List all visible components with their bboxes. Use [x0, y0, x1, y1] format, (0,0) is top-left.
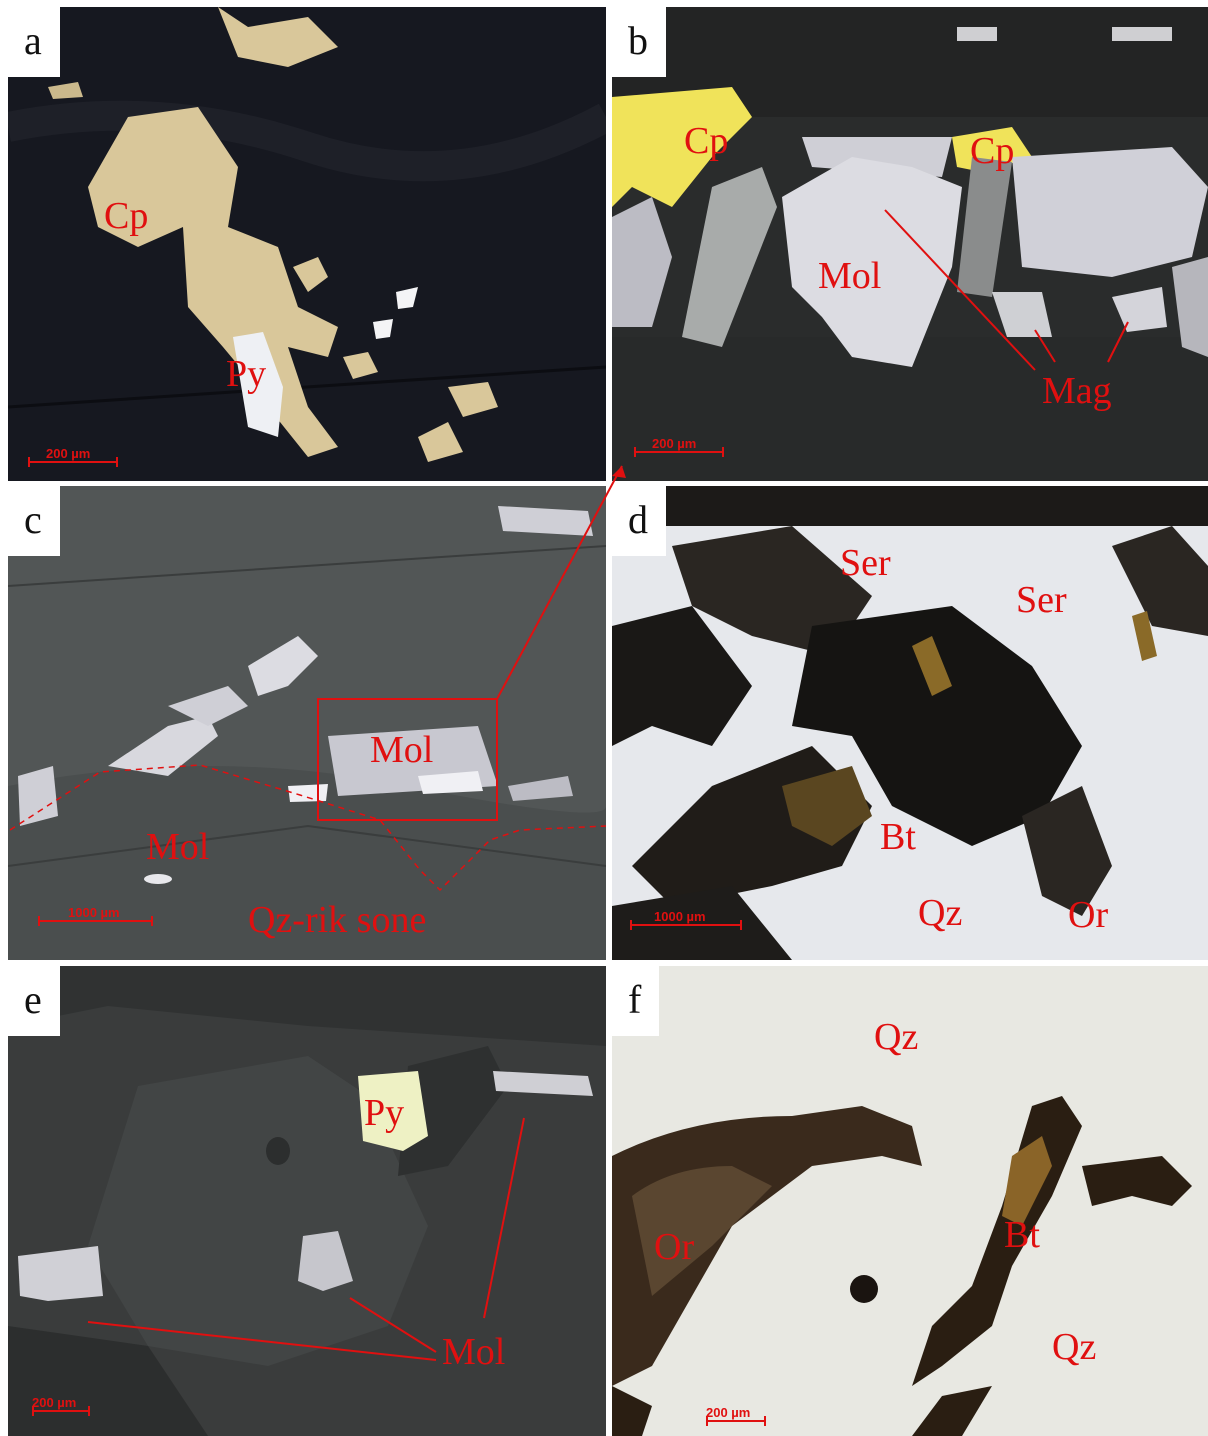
label-bt: Bt [1004, 1214, 1040, 1256]
label-qz-1: Qz [874, 1016, 919, 1058]
label-or: Or [1068, 894, 1109, 936]
label-py: Py [226, 353, 267, 395]
label-cp-2: Cp [970, 130, 1015, 172]
panel-f: f Qz Or Bt Qz 200 µm [612, 966, 1208, 1436]
scale-label: 200 µm [706, 1405, 751, 1420]
label-ser-2: Ser [1016, 579, 1067, 621]
label-cp: Cp [104, 195, 149, 237]
label-mol-1: Mol [370, 729, 434, 771]
panel-d: d Ser Ser Bt Qz Or 1000 µm [612, 486, 1208, 960]
panel-b: b Cp Cp Mol Mag 200 µm [612, 7, 1208, 481]
panel-b-micrograph [612, 7, 1208, 481]
panel-d-letter: d [612, 486, 666, 556]
panel-e-scale-bar: 200 µm [32, 1396, 90, 1416]
panel-e: e Py Mol 200 µm [8, 966, 606, 1436]
label-py: Py [364, 1092, 405, 1134]
label-qz-2: Qz [1052, 1326, 1097, 1368]
scale-label: 200 µm [652, 436, 697, 451]
scale-label: 200 µm [32, 1395, 77, 1410]
panel-b-scale-bar: 200 µm [634, 437, 724, 457]
panel-d-scale-bar: 1000 µm [630, 910, 742, 930]
scale-label: 1000 µm [68, 905, 120, 920]
label-mag: Mag [1042, 370, 1112, 412]
label-or: Or [654, 1226, 695, 1268]
panel-c-scale-bar: 1000 µm [38, 906, 153, 926]
panel-c-letter: c [8, 486, 60, 556]
panel-f-letter: f [612, 966, 660, 1036]
panel-a-micrograph [8, 7, 606, 481]
label-mol-2: Mol [146, 826, 210, 868]
panel-a: a Cp Py 200 µm [8, 7, 606, 481]
label-qz: Qz [918, 892, 963, 934]
label-qz-rik-sone: Qz-rik sone [248, 899, 427, 941]
panel-c: c Mol Mol Qz-rik sone 1000 µm [8, 486, 606, 960]
panel-b-letter: b [612, 7, 666, 77]
panel-e-micrograph [8, 966, 606, 1436]
panel-f-scale-bar: 200 µm [706, 1406, 766, 1426]
panel-f-micrograph [612, 966, 1208, 1436]
panel-a-letter: a [8, 7, 60, 77]
scale-label: 1000 µm [654, 909, 706, 924]
panel-a-scale-bar: 200 µm [28, 447, 118, 467]
label-cp-1: Cp [684, 120, 729, 162]
label-mol: Mol [442, 1331, 506, 1373]
panel-e-letter: e [8, 966, 60, 1036]
panel-c-micrograph [8, 486, 606, 960]
label-bt: Bt [880, 816, 916, 858]
label-ser-1: Ser [840, 542, 891, 584]
label-mol: Mol [818, 255, 882, 297]
panel-d-micrograph [612, 486, 1208, 960]
scale-label: 200 µm [46, 446, 91, 461]
